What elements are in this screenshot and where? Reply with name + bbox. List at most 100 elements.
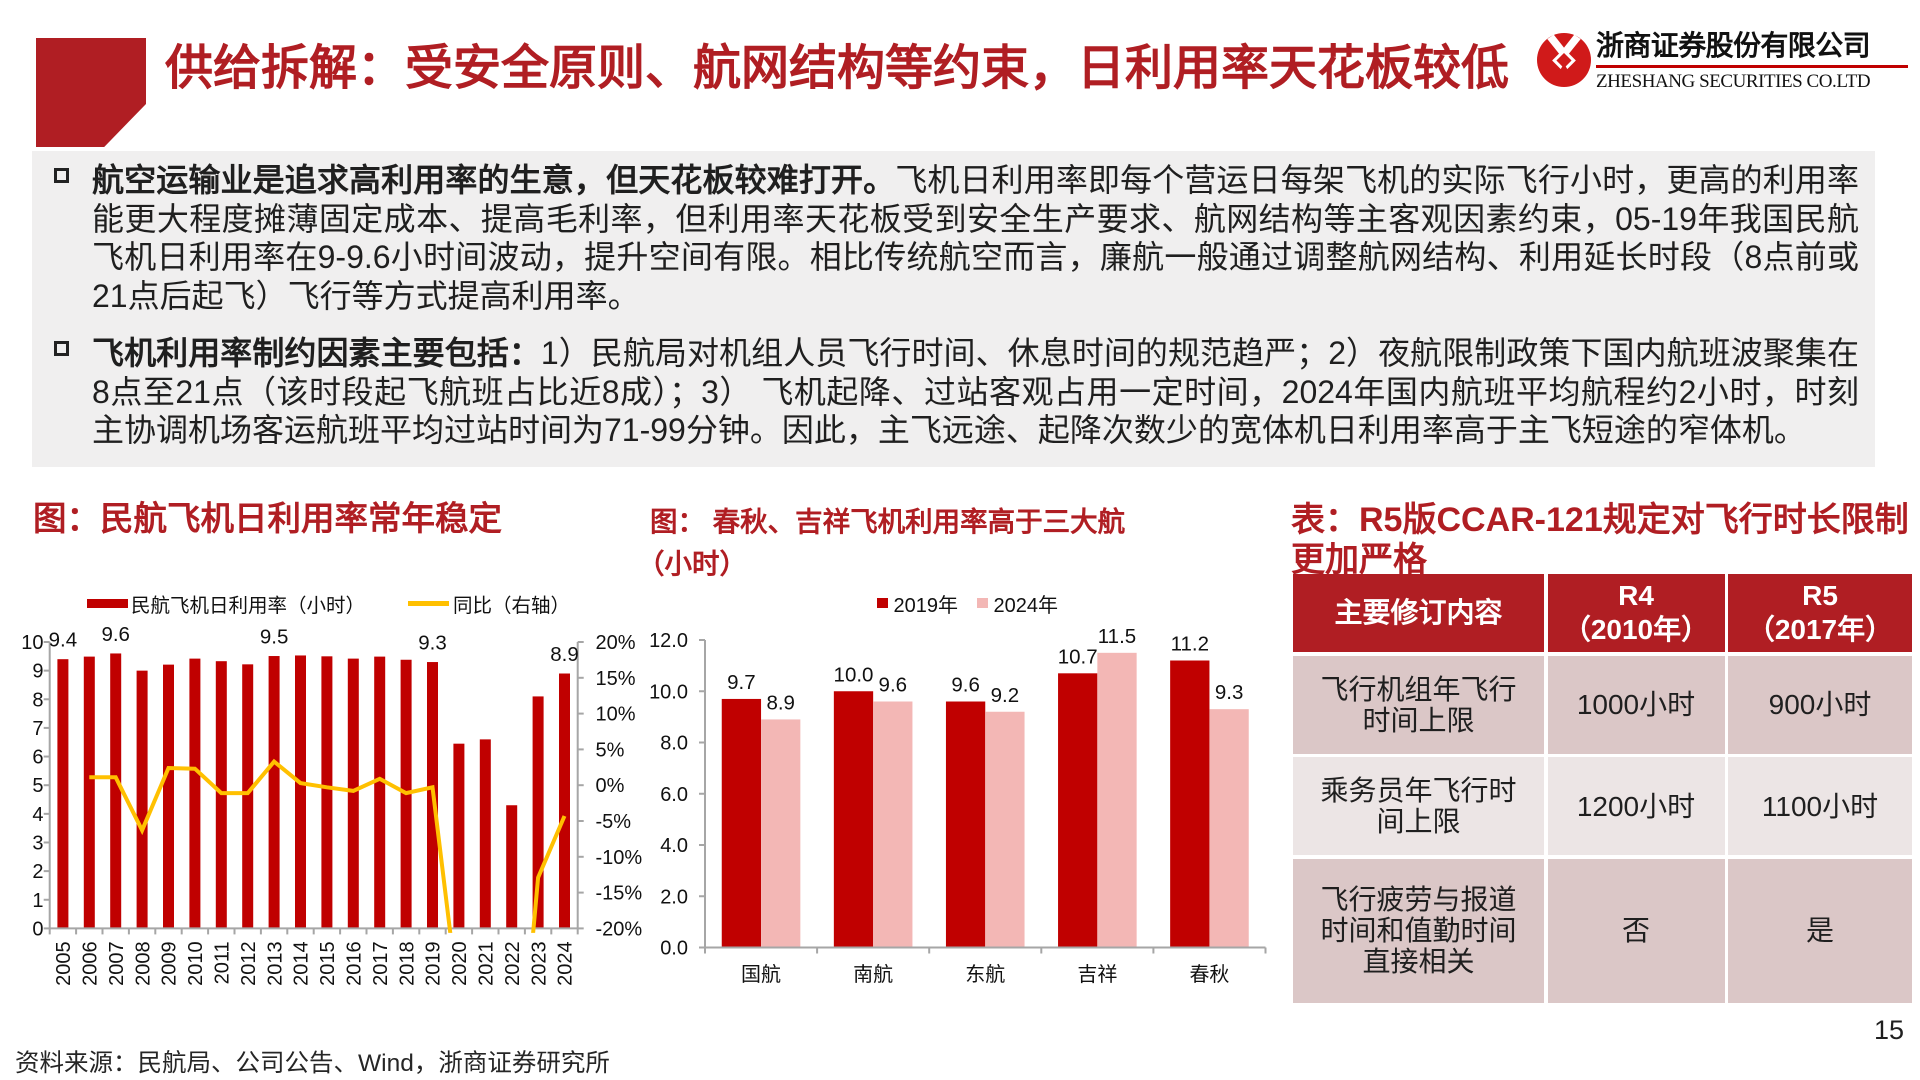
svg-text:8.0: 8.0 (660, 733, 688, 755)
bullet-body: 1）民航局对机组人员飞行时间、休息时间的规范趋严；2）夜航限制政策下国内航班波聚… (92, 335, 1859, 448)
svg-text:春秋: 春秋 (1189, 963, 1229, 986)
svg-text:2007: 2007 (106, 941, 128, 986)
svg-text:11.5: 11.5 (1098, 625, 1136, 648)
chart1-right-axis-labels: -20% -15% -10% -5% 0% 5% 10% 15% 20% (596, 632, 643, 940)
table-title: 表：R5版CCAR-121规定对飞行时长限制 (1291, 501, 1909, 539)
svg-text:3: 3 (32, 832, 43, 854)
chart1-year-labels: 2005 2006 2007 2008 2009 2010 2011 2012 2013 2014… (53, 941, 577, 986)
table-cell: 是 (1728, 858, 1912, 1003)
chart1-left-axis-labels: 0 1 2 3 4 5 6 7 8 9 10 (21, 632, 43, 940)
svg-text:8: 8 (32, 689, 43, 711)
svg-text:2: 2 (32, 861, 43, 883)
svg-text:6: 6 (32, 747, 43, 769)
chart2-legend: 2019年 2024年 (877, 593, 1058, 617)
svg-text:10.0: 10.0 (834, 663, 874, 686)
chart1-bars (57, 653, 570, 929)
svg-text:9.6: 9.6 (101, 623, 130, 646)
svg-text:9.7: 9.7 (727, 671, 756, 694)
svg-text:-5%: -5% (596, 811, 632, 833)
bullet-item: 航空运输业是追求高利用率的生意，但天花板较难打开。飞机日利用率即每个营运日每架飞… (53, 161, 1859, 315)
svg-text:2023: 2023 (528, 941, 550, 986)
svg-text:9.3: 9.3 (1215, 681, 1244, 704)
legend-2019-swatch (877, 597, 888, 609)
chart2-value-labels: 9.78.910.0 9.6 9.6 9.210.711.5 11.29.3 (727, 625, 1243, 715)
svg-text:4: 4 (32, 804, 43, 826)
svg-text:1: 1 (32, 890, 43, 912)
svg-text:9.3: 9.3 (418, 632, 447, 655)
svg-text:2021: 2021 (476, 941, 498, 986)
svg-text:2024: 2024 (555, 941, 577, 986)
svg-text:南航: 南航 (853, 963, 893, 986)
airline-utilization-chart: 9.78.910.0 9.6 9.6 9.210.711.5 11.29.30.02.0… (649, 625, 1267, 986)
chart2-category-labels: 国航 南航 东航 吉祥 春秋 (741, 963, 1229, 986)
page-title: 供给拆解：受安全原则、航网结构等约束，日利用率天花板较低 (165, 42, 1510, 95)
legend-bar-swatch (87, 599, 128, 608)
table-cell: 1100小时 (1728, 757, 1912, 855)
svg-text:0.0: 0.0 (660, 938, 688, 960)
svg-text:2005: 2005 (53, 941, 75, 986)
table-title-line2: 更加严格 (1291, 541, 1427, 579)
svg-text:2011: 2011 (212, 941, 234, 984)
svg-text:2020: 2020 (449, 941, 471, 986)
chart2-axes (699, 639, 1267, 954)
table-header-cell: 主要修订内容 (1293, 574, 1544, 652)
source-note: 资料来源：民航局、公司公告、Wind，浙商证券研究所 (15, 1050, 610, 1077)
svg-text:9.2: 9.2 (991, 684, 1020, 707)
chart1-title: 图：民航飞机日利用率常年稳定 (33, 501, 502, 538)
company-name-en: ZHESHANG SECURITIES CO.LTD (1596, 70, 1871, 92)
legend-label: 同比（右轴） (453, 596, 571, 617)
table-cell: 900小时 (1728, 655, 1912, 754)
svg-text:2010: 2010 (185, 941, 207, 986)
chart2-title-line2: （小时） (637, 548, 747, 579)
svg-text:20%: 20% (596, 632, 636, 654)
svg-text:7: 7 (32, 718, 43, 740)
svg-text:9.6: 9.6 (951, 674, 980, 697)
svg-text:5%: 5% (596, 739, 625, 761)
svg-text:-15%: -15% (596, 883, 643, 905)
legend-2024-swatch (977, 597, 988, 609)
table-cell: 飞行机组年飞行 时间上限 (1293, 655, 1544, 754)
utilization-trend-chart: 0 1 2 3 4 5 6 7 8 9 10 -20% -15% -10% -5% 0% 5% 10% 15% 20%… (21, 623, 643, 986)
svg-text:2012: 2012 (238, 941, 260, 986)
company-name-cn: 浙商证券股份有限公司 (1596, 31, 1871, 62)
svg-text:0: 0 (32, 918, 43, 940)
svg-text:2015: 2015 (317, 941, 339, 986)
bullet-lead: 飞机利用率制约因素主要包括： (92, 335, 541, 371)
table-cell: 1200小时 (1547, 757, 1725, 855)
svg-text:9: 9 (32, 661, 43, 683)
svg-text:2008: 2008 (132, 941, 154, 986)
svg-text:2018: 2018 (396, 941, 418, 986)
svg-text:15%: 15% (596, 668, 636, 690)
svg-text:2009: 2009 (159, 941, 181, 986)
corner-accent-block (36, 38, 146, 147)
chart2-y-axis-labels: 0.0 2.0 4.0 6.0 8.0 10.0 12.0 (649, 630, 688, 960)
svg-text:2006: 2006 (80, 941, 102, 986)
chart1-axes (43, 641, 584, 935)
svg-text:6.0: 6.0 (660, 784, 688, 806)
svg-text:10%: 10% (596, 704, 636, 726)
chart1-yoy-line (89, 758, 567, 933)
regulation-table: 主要修订内容 R4 （2010年） R5 （2017年） 飞行机组年飞行 时间上… (1293, 574, 1912, 1003)
svg-text:2014: 2014 (291, 941, 313, 986)
zheshang-circle-diamond-icon (1537, 33, 1591, 87)
svg-text:12.0: 12.0 (649, 630, 688, 652)
table-cell: 飞行疲劳与报道 时间和值勤时间 直接相关 (1293, 858, 1544, 1003)
table-header-cell: R4 （2010年） (1547, 574, 1725, 652)
svg-text:吉祥: 吉祥 (1077, 963, 1117, 986)
page-number: 15 (1874, 1015, 1905, 1045)
chart2-bars (721, 652, 1249, 948)
svg-text:9.4: 9.4 (49, 629, 78, 652)
svg-text:4.0: 4.0 (660, 835, 688, 857)
square-bullet-icon (54, 341, 69, 356)
svg-text:2.0: 2.0 (660, 886, 688, 908)
svg-text:2016: 2016 (344, 941, 366, 986)
bullet-lead: 航空运输业是追求高利用率的生意，但天花板较难打开。 (92, 162, 896, 198)
svg-text:国航: 国航 (741, 963, 781, 986)
svg-text:10.0: 10.0 (649, 681, 688, 703)
svg-text:东航: 东航 (965, 963, 1005, 986)
svg-text:2022: 2022 (502, 941, 524, 986)
square-bullet-icon (54, 168, 69, 183)
svg-text:8.9: 8.9 (766, 691, 795, 714)
legend-label: 2024年 (993, 594, 1059, 617)
